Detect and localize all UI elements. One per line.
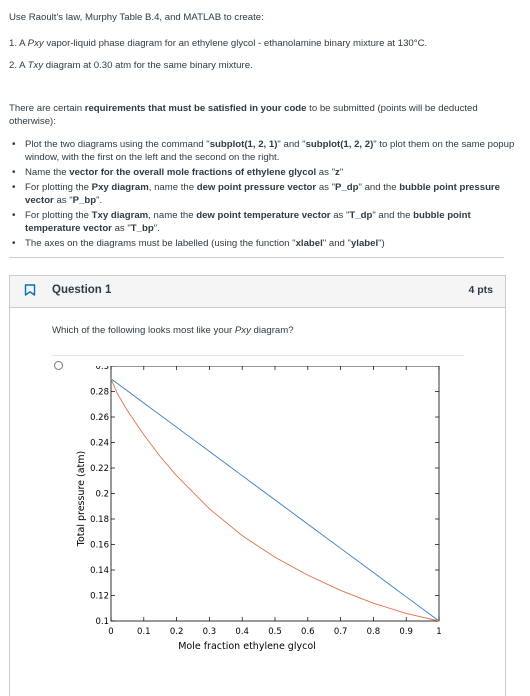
requirements-intro: There are certain requirements that must… xyxy=(9,103,478,127)
x-tick-label: 1 xyxy=(436,627,441,637)
y-tick-label: 0.24 xyxy=(90,439,109,449)
question-prompt: Which of the following looks most like y… xyxy=(52,325,294,336)
x-tick-label: 0.2 xyxy=(170,627,184,637)
series-line-blue xyxy=(110,378,440,622)
x-tick-label: 0.6 xyxy=(301,627,315,637)
x-tick-label: 0.9 xyxy=(399,627,413,637)
x-tick-label: 0.1 xyxy=(137,627,151,637)
requirement-item: The axes on the diagrams must be labelle… xyxy=(12,237,521,250)
y-tick-label: 0.14 xyxy=(90,566,109,576)
y-tick-label: 0.26 xyxy=(90,413,109,423)
task-item-2: 2. A Txy diagram at 0.30 atm for the sam… xyxy=(9,60,253,71)
y-axis-label: Total pressure (atm) xyxy=(76,451,87,547)
x-axis-label: Mole fraction ethylene glycol xyxy=(178,641,316,652)
x-tick-label: 0.4 xyxy=(235,627,249,637)
x-tick-label: 0.8 xyxy=(367,627,381,637)
flag-question-icon[interactable] xyxy=(24,284,36,297)
y-tick-label: 0.1 xyxy=(95,617,109,627)
answer-option-radio[interactable] xyxy=(54,361,63,370)
y-tick-label: 0.3 xyxy=(95,366,109,372)
pxy-chart: 0 0.1 0.2 0.3 0.4 0.5 0.6 0.7 0.8 0.9 10.10.120.14… xyxy=(76,366,442,652)
intro-line: Use Raoult's law, Murphy Table B.4, and … xyxy=(9,12,264,23)
question-card: Question 1 4 pts Which of the following … xyxy=(9,275,506,696)
y-tick-label: 0.12 xyxy=(90,592,109,602)
question-points: 4 pts xyxy=(468,284,493,296)
requirement-item: Name the vector for the overall mole fra… xyxy=(12,166,521,179)
x-tick-label: 0.5 xyxy=(268,627,282,637)
section-divider xyxy=(9,257,504,258)
requirement-item: Plot the two diagrams using the command … xyxy=(12,138,521,164)
requirement-item: For plotting the Txy diagram, name the d… xyxy=(12,209,521,235)
x-tick-label: 0 xyxy=(108,627,113,637)
answer-divider xyxy=(52,355,464,356)
requirement-item: For plotting the Pxy diagram, name the d… xyxy=(12,181,521,207)
y-tick-label: 0.18 xyxy=(90,515,109,525)
task-item-1: 1. A Pxy vapor-liquid phase diagram for … xyxy=(9,38,428,49)
plot-area xyxy=(110,366,440,622)
x-tick-label: 0.3 xyxy=(203,627,217,637)
x-tick-label: 0.7 xyxy=(334,627,348,637)
question-header: Question 1 4 pts xyxy=(10,276,505,308)
y-tick-label: 0.22 xyxy=(90,464,109,474)
y-tick-label: 0.28 xyxy=(90,388,109,398)
y-tick-label: 0.2 xyxy=(95,490,109,500)
y-tick-label: 0.16 xyxy=(90,541,109,551)
assignment-instructions: Use Raoult's law, Murphy Table B.4, and … xyxy=(9,11,521,252)
question-title: Question 1 xyxy=(52,284,112,296)
series-line-red xyxy=(110,378,440,622)
requirements-list: Plot the two diagrams using the command … xyxy=(9,138,521,250)
